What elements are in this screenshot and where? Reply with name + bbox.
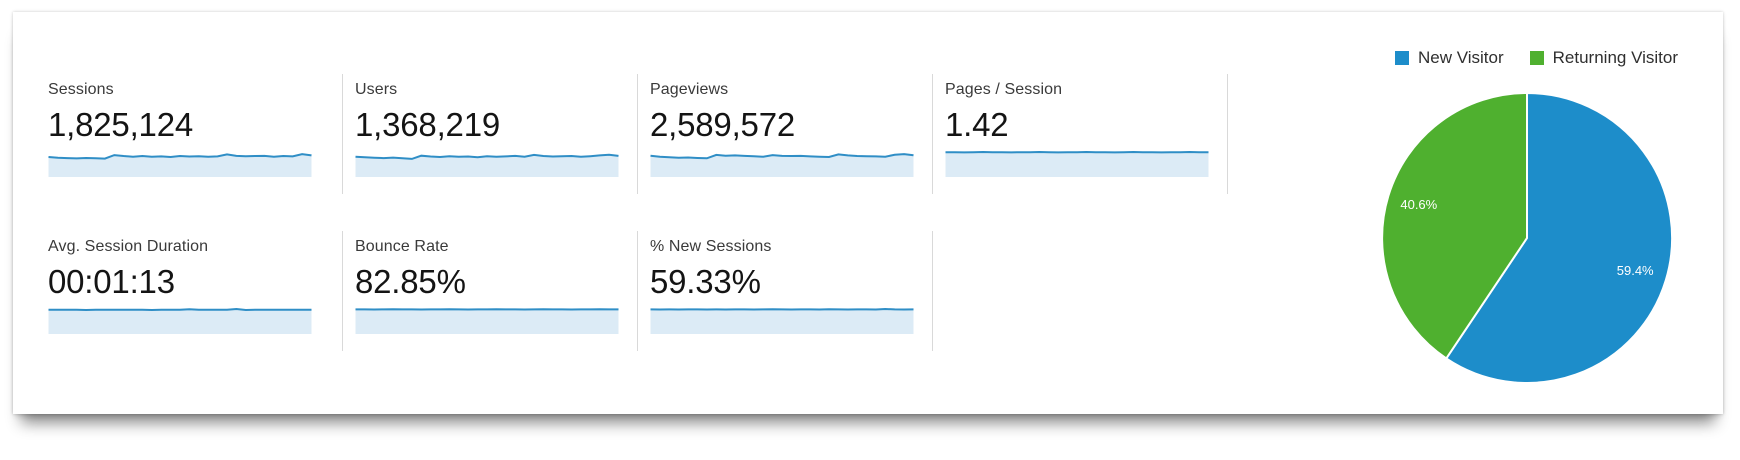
legend-label: New Visitor: [1417, 48, 1504, 67]
metric-value: 1.42: [945, 106, 1009, 143]
sessions-sparkline-chart[interactable]: [48, 147, 312, 177]
metric-value: 59.33%: [650, 263, 761, 300]
analytics-summary-card: Sessions 1,825,124 Users 1,368,219 Pagev…: [13, 12, 1723, 414]
metric-card-users: Users 1,368,219: [343, 74, 638, 194]
pie-slice-value-label: 59.4%: [1617, 263, 1654, 278]
metrics-row-2: Avg. Session Duration 00:01:13 Bounce Ra…: [48, 231, 933, 351]
pie-slice-value-label: 40.6%: [1400, 197, 1437, 212]
percent-new-sessions-sparkline-chart[interactable]: [650, 304, 914, 334]
metric-label: Sessions: [48, 81, 114, 98]
metric-label: Pages / Session: [945, 81, 1063, 98]
pie-slice-returning-visitor[interactable]: [1381, 91, 1528, 360]
metric-label: Users: [355, 81, 398, 98]
avg-session-duration-sparkline-chart[interactable]: [48, 304, 312, 334]
users-sparkline-chart[interactable]: [355, 147, 619, 177]
metrics-row-1: Sessions 1,825,124 Users 1,368,219 Pagev…: [48, 74, 1228, 194]
pageviews-sparkline-chart[interactable]: [650, 147, 914, 177]
bounce-rate-sparkline-chart[interactable]: [355, 304, 619, 334]
metric-label: Bounce Rate: [355, 238, 449, 255]
metric-value: 2,589,572: [650, 106, 796, 143]
metric-label: Pageviews: [650, 81, 729, 98]
metric-card-pages-per-session: Pages / Session 1.42: [933, 74, 1228, 194]
returning-visitor-swatch-icon: [1529, 51, 1544, 65]
metric-value: 00:01:13: [48, 263, 175, 300]
new-visitor-swatch-icon: [1394, 51, 1409, 65]
metric-value: 1,368,219: [355, 106, 501, 143]
legend-label: Returning Visitor: [1552, 48, 1678, 67]
visitor-type-pie-chart[interactable]: 59.4% 40.6%: [1377, 88, 1677, 388]
metric-card-pageviews: Pageviews 2,589,572: [638, 74, 933, 194]
metric-value: 1,825,124: [48, 106, 194, 143]
legend-item-new-visitor[interactable]: New Visitor: [1394, 48, 1504, 68]
pages-per-session-sparkline-chart[interactable]: [945, 147, 1209, 177]
metric-card-percent-new-sessions: % New Sessions 59.33%: [638, 231, 933, 351]
pie-slice-new-visitor[interactable]: [1444, 91, 1674, 384]
metric-card-sessions: Sessions 1,825,124: [48, 74, 343, 194]
metric-card-bounce-rate: Bounce Rate 82.85%: [343, 231, 638, 351]
metric-card-avg-session-duration: Avg. Session Duration 00:01:13: [48, 231, 343, 351]
legend-item-returning-visitor[interactable]: Returning Visitor: [1529, 48, 1678, 68]
pie-legend: New Visitor Returning Visitor: [1394, 48, 1678, 68]
metric-label: Avg. Session Duration: [48, 238, 209, 255]
metric-value: 82.85%: [355, 263, 466, 300]
metric-label: % New Sessions: [650, 238, 772, 255]
